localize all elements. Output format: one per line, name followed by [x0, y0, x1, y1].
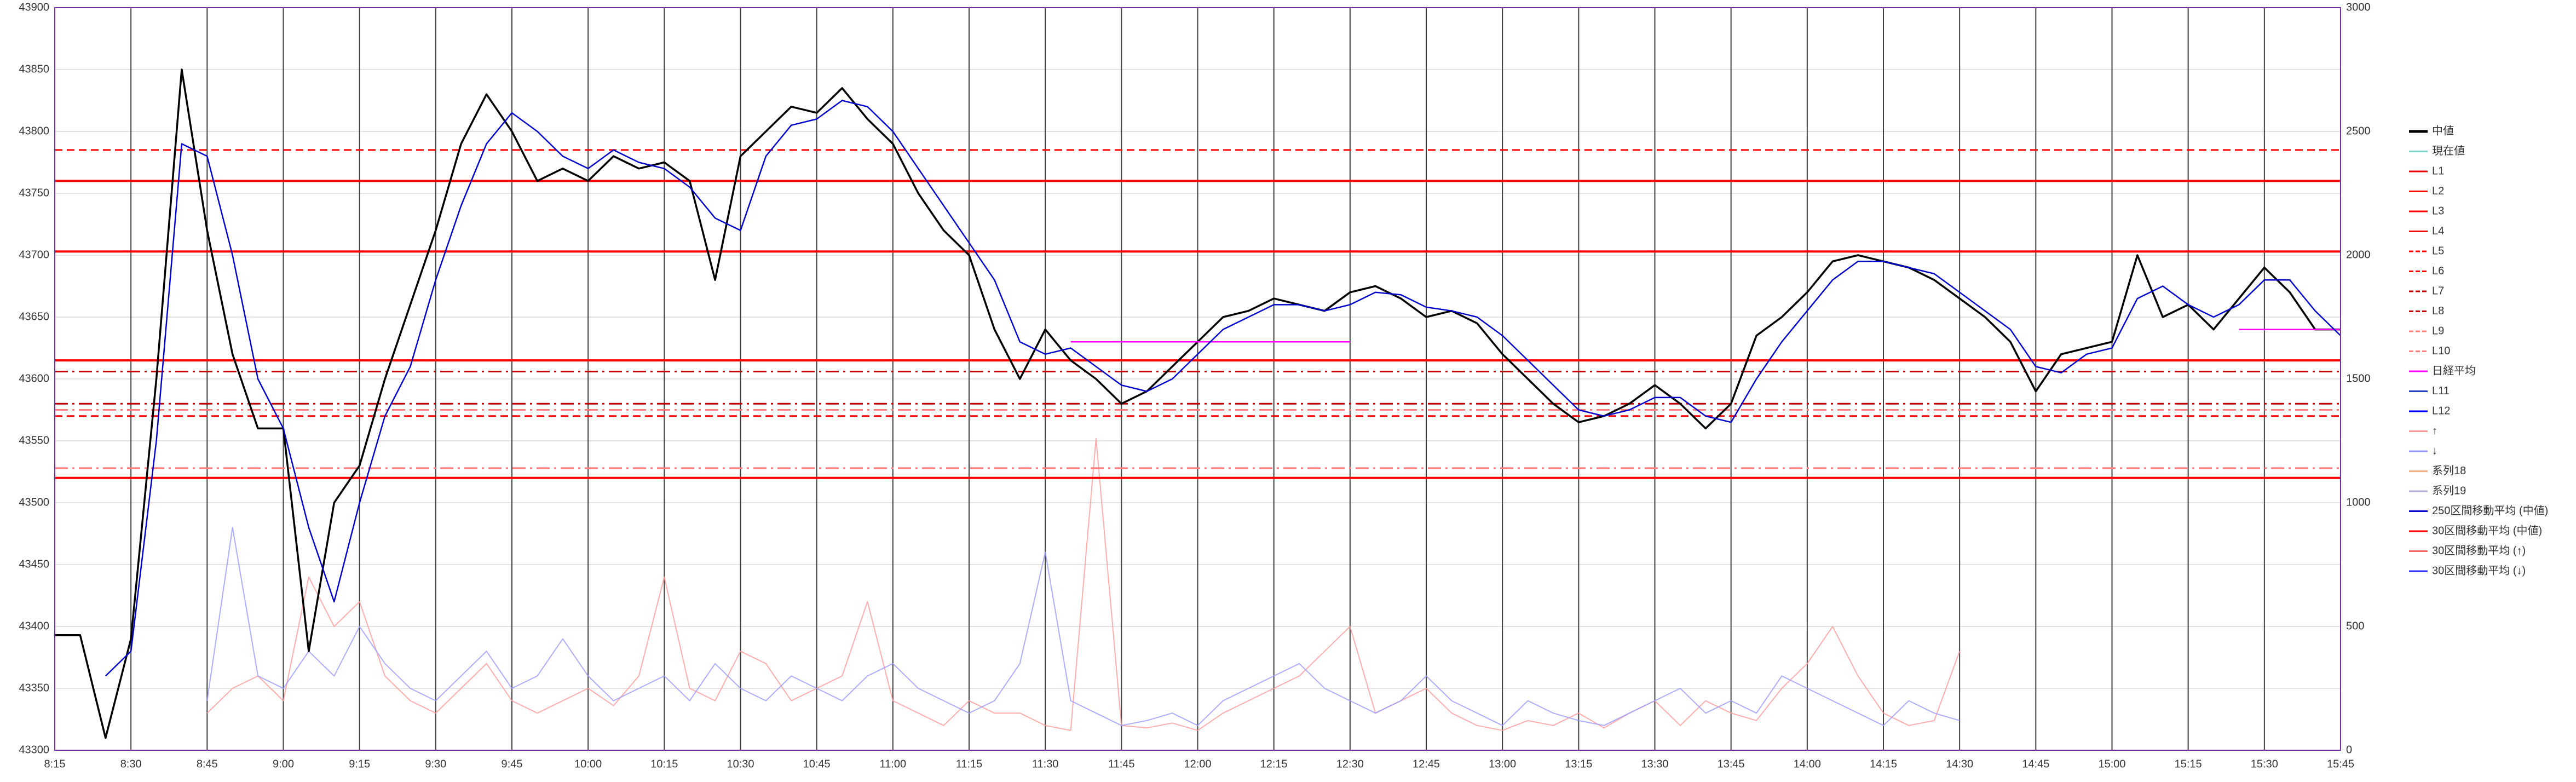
x-tick-label: 15:15: [2175, 758, 2202, 770]
y-tick-label: 43450: [19, 558, 49, 570]
x-tick-label: 13:00: [1489, 758, 1516, 770]
legend-label: 250区間移動平均 (中値): [2432, 504, 2548, 517]
x-tick-label: 9:00: [273, 758, 294, 770]
volume-line: [206, 438, 1961, 731]
x-tick-label: 14:00: [1794, 758, 1821, 770]
x-tick-label: 11:15: [956, 758, 983, 770]
legend-label: ↓: [2432, 445, 2437, 457]
x-tick-label: 12:30: [1336, 758, 1364, 770]
x-tick-label: 14:15: [1870, 758, 1897, 770]
y-tick-label: 43400: [19, 620, 49, 632]
y2-tick-label: 1500: [2346, 372, 2371, 384]
x-tick-label: 11:00: [880, 758, 907, 770]
x-tick-label: 10:45: [803, 758, 831, 770]
x-tick-label: 15:00: [2098, 758, 2125, 770]
y-tick-label: 43300: [19, 744, 49, 756]
y-tick-label: 43700: [19, 249, 49, 261]
y-tick-label: 43550: [19, 434, 49, 446]
x-tick-label: 15:45: [2327, 758, 2354, 770]
y-tick-label: 43600: [19, 372, 49, 384]
y-tick-label: 43350: [19, 682, 49, 694]
legend-label: 日経平均: [2432, 364, 2476, 377]
x-tick-label: 9:45: [502, 758, 523, 770]
x-tick-label: 10:15: [650, 758, 678, 770]
x-tick-label: 11:30: [1032, 758, 1059, 770]
legend-label: 30区間移動平均 (↑): [2432, 544, 2526, 557]
y-tick-label: 43650: [19, 311, 49, 323]
legend-label: L6: [2432, 265, 2444, 277]
x-tick-label: 15:30: [2251, 758, 2278, 770]
y2-tick-label: 2500: [2346, 125, 2371, 137]
series-line: [105, 100, 2341, 677]
x-tick-label: 13:45: [1718, 758, 1745, 770]
legend-label: L11: [2432, 385, 2450, 397]
x-tick-label: 14:45: [2022, 758, 2049, 770]
x-tick-label: 14:30: [1946, 758, 1973, 770]
y-tick-label: 43800: [19, 125, 49, 137]
y2-tick-label: 1000: [2346, 496, 2371, 508]
y2-tick-label: 500: [2346, 620, 2364, 632]
y-tick-label: 43750: [19, 187, 49, 199]
x-tick-label: 13:30: [1641, 758, 1668, 770]
x-tick-label: 12:45: [1413, 758, 1440, 770]
x-tick-label: 13:15: [1565, 758, 1592, 770]
legend-label: 現在値: [2432, 145, 2465, 157]
x-tick-label: 10:30: [727, 758, 754, 770]
y-tick-label: 43850: [19, 63, 49, 75]
legend-label: L10: [2432, 345, 2450, 357]
x-tick-label: 9:15: [349, 758, 370, 770]
legend-label: L5: [2432, 245, 2444, 257]
legend-label: 30区間移動平均 (↓): [2432, 564, 2526, 577]
volume-line: [206, 527, 1960, 726]
plot-border: [54, 7, 2341, 751]
y2-tick-label: 2000: [2346, 249, 2371, 261]
x-tick-label: 12:15: [1260, 758, 1288, 770]
legend-label: L4: [2432, 225, 2444, 237]
x-tick-label: 11:45: [1108, 758, 1135, 770]
legend-label: 系列18: [2432, 464, 2466, 477]
legend-label: 30区間移動平均 (中値): [2432, 524, 2542, 537]
y-tick-label: 43900: [19, 1, 49, 13]
legend-label: L1: [2432, 165, 2444, 177]
legend-label: L8: [2432, 305, 2444, 317]
legend-label: L2: [2432, 185, 2444, 197]
legend-label: L9: [2432, 325, 2444, 337]
legend-label: 系列19: [2432, 484, 2466, 497]
legend-label: L12: [2432, 405, 2450, 417]
legend-label: L3: [2432, 205, 2444, 217]
legend-label: L7: [2432, 285, 2444, 297]
legend-label: 中値: [2432, 124, 2454, 137]
y-tick-label: 43500: [19, 496, 49, 508]
x-tick-label: 8:45: [197, 758, 218, 770]
x-tick-label: 8:30: [120, 758, 142, 770]
y2-tick-label: 0: [2346, 744, 2352, 756]
y2-tick-label: 3000: [2346, 1, 2371, 13]
x-tick-label: 10:00: [574, 758, 602, 770]
series-line: [1070, 329, 2341, 343]
x-tick-label: 9:30: [425, 758, 446, 770]
x-tick-label: 12:00: [1184, 758, 1211, 770]
x-tick-label: 8:15: [44, 758, 66, 770]
legend-label: ↑: [2432, 425, 2437, 437]
